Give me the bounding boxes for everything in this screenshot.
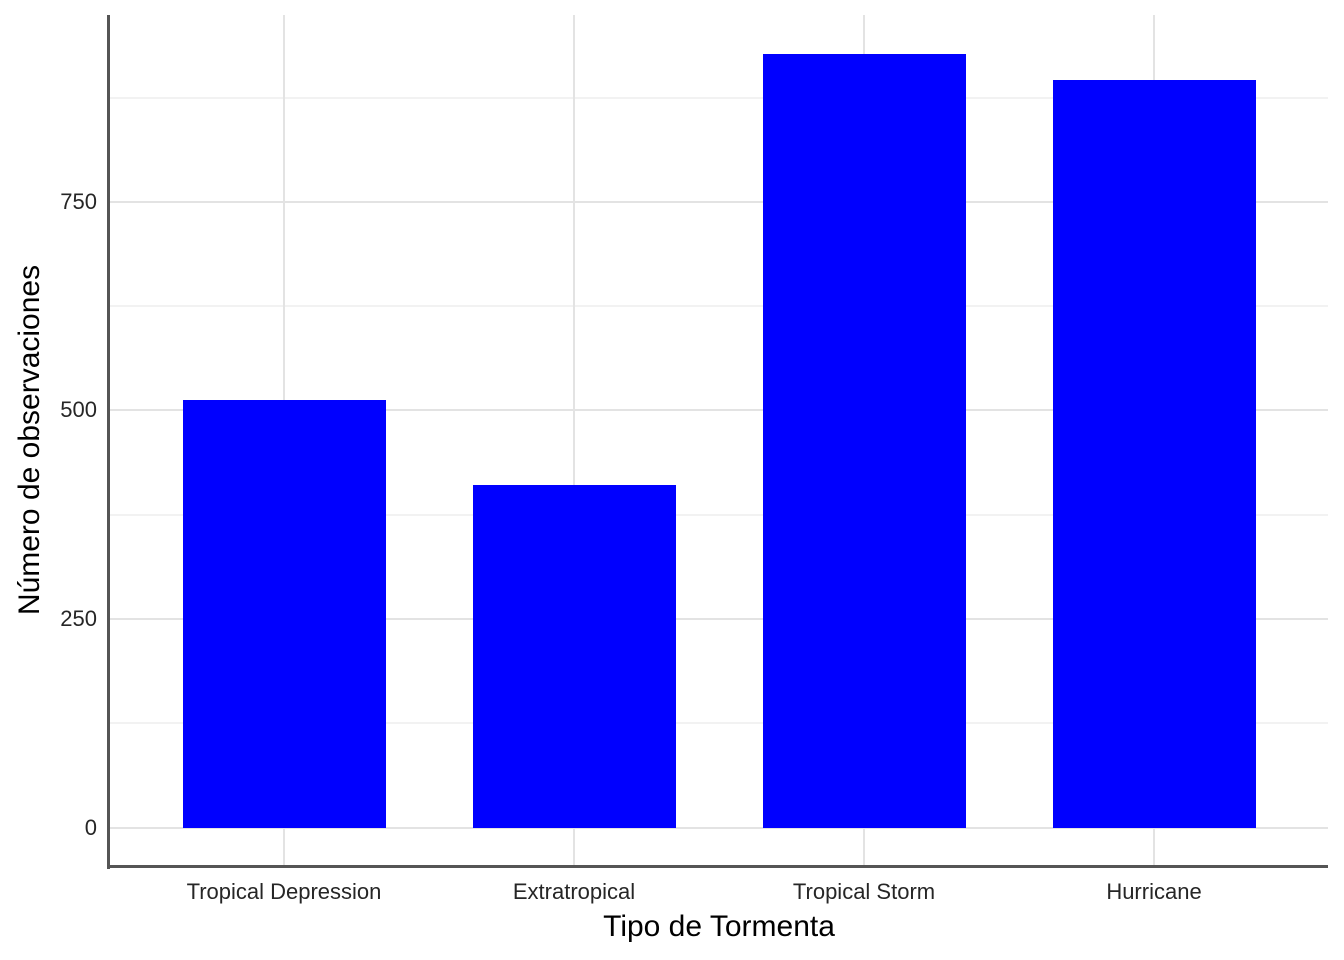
x-axis-line [107,865,1328,868]
gridline-minor-875 [110,96,1328,99]
gridline-minor-125 [110,722,1328,725]
y-tick-label-500: 500 [60,397,97,423]
gridline-major-750 [110,200,1328,203]
y-axis-line [107,15,110,869]
y-axis-title: Número de observaciones [13,264,46,616]
x-tick-label-3: Tropical Storm [792,879,936,904]
bar-tropical-storm [762,54,966,828]
x-tick-label-1: Tropical Depression [186,879,382,904]
x-axis-title: Tipo de Tormenta [603,910,835,943]
gridline-major-250 [110,618,1328,621]
gridline-minor-375 [110,513,1328,516]
x-tick-label-4: Hurricane [1106,879,1202,904]
gridline-minor-625 [110,305,1328,308]
gridline-major-500 [110,409,1328,412]
bar-hurricane [1052,80,1256,828]
x-tick-label-2: Extratropical [512,879,636,904]
bar-extratropical [472,484,676,828]
gridline-category-2 [573,15,575,866]
bar-tropical-depression [182,399,386,828]
y-tick-label-0: 0 [84,814,97,840]
y-tick-label-250: 250 [60,606,97,632]
gridline-major-0 [110,826,1328,829]
y-tick-label-750: 750 [60,188,97,214]
